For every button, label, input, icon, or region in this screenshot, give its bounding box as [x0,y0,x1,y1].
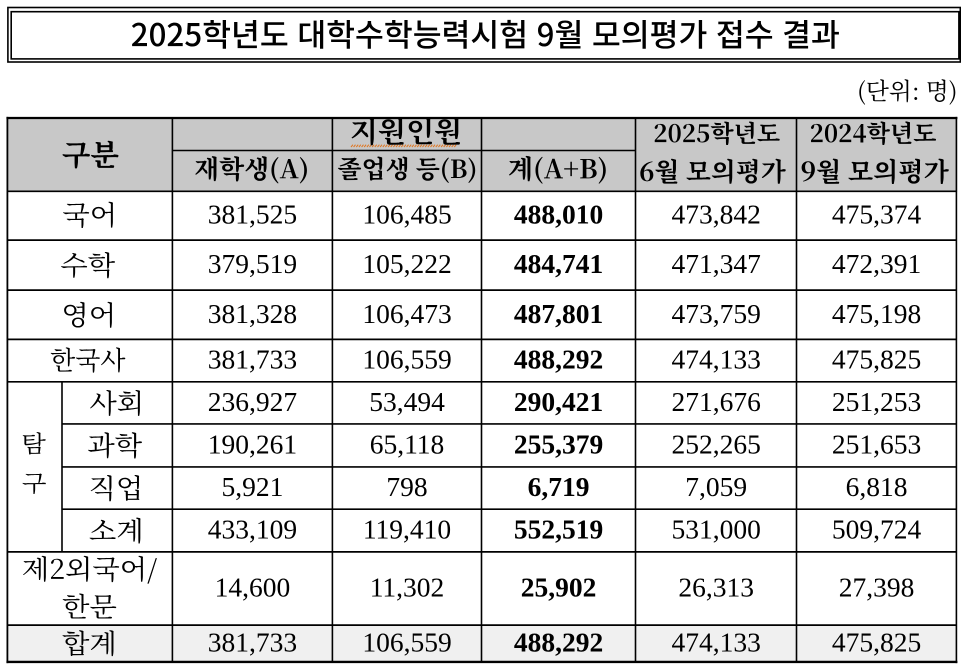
svg-text:798: 798 [386,471,427,502]
svg-text:236,927: 236,927 [208,386,297,417]
svg-text:475,825: 475,825 [832,627,921,658]
svg-text:290,421: 290,421 [514,386,603,417]
svg-text:474,133: 474,133 [672,344,761,375]
svg-text:488,292: 488,292 [514,344,603,375]
svg-text:531,000: 531,000 [672,514,761,545]
svg-text:381,328: 381,328 [208,298,297,329]
svg-text:53,494: 53,494 [369,386,445,417]
svg-text:552,519: 552,519 [514,514,603,545]
svg-text:252,265: 252,265 [672,428,761,459]
svg-text:271,676: 271,676 [672,386,761,417]
svg-text:5,921: 5,921 [221,471,283,502]
svg-text:484,741: 484,741 [514,248,603,279]
svg-text:14,600: 14,600 [215,572,291,603]
svg-text:105,222: 105,222 [362,248,451,279]
svg-text:488,292: 488,292 [514,627,603,658]
svg-text:475,198: 475,198 [832,298,921,329]
svg-text:475,374: 475,374 [832,199,922,230]
svg-text:6,719: 6,719 [528,471,590,502]
svg-text:6,818: 6,818 [846,471,908,502]
svg-text:509,724: 509,724 [832,514,922,545]
svg-text:106,559: 106,559 [362,344,451,375]
svg-text:251,253: 251,253 [832,386,921,417]
svg-text:251,653: 251,653 [832,428,921,459]
svg-text:119,410: 119,410 [363,514,451,545]
svg-text:106,473: 106,473 [362,298,451,329]
svg-text:11,302: 11,302 [370,572,445,603]
svg-text:379,519: 379,519 [208,248,297,279]
svg-text:27,398: 27,398 [839,572,915,603]
svg-text:7,059: 7,059 [685,471,747,502]
svg-text:25,902: 25,902 [521,572,597,603]
svg-text:381,733: 381,733 [208,344,297,375]
svg-text:26,313: 26,313 [678,572,754,603]
svg-text:474,133: 474,133 [672,627,761,658]
svg-text:381,733: 381,733 [208,627,297,658]
svg-text:106,559: 106,559 [362,627,451,658]
svg-text:473,842: 473,842 [672,199,761,230]
svg-text:487,801: 487,801 [514,298,603,329]
svg-text:472,391: 472,391 [832,248,921,279]
svg-text:475,825: 475,825 [832,344,921,375]
svg-text:190,261: 190,261 [208,428,297,459]
svg-text:433,109: 433,109 [208,514,297,545]
svg-text:65,118: 65,118 [370,428,445,459]
svg-text:255,379: 255,379 [514,428,603,459]
svg-text:381,525: 381,525 [208,199,297,230]
svg-text:471,347: 471,347 [672,248,761,279]
svg-text:488,010: 488,010 [514,199,603,230]
svg-text:106,485: 106,485 [362,199,451,230]
svg-text:473,759: 473,759 [672,298,761,329]
